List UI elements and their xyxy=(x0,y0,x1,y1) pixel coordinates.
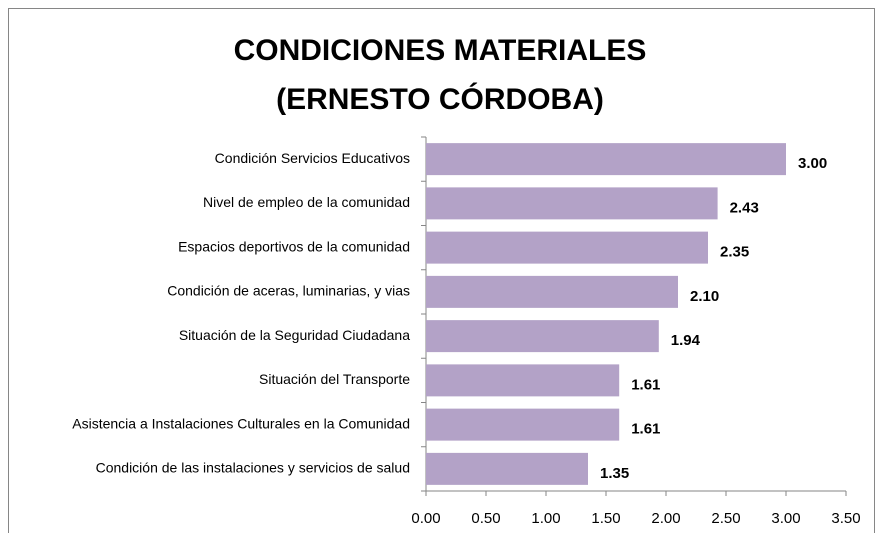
bar xyxy=(426,320,659,353)
bar xyxy=(426,187,718,220)
value-label: 1.61 xyxy=(631,376,660,393)
value-label: 3.00 xyxy=(798,155,827,172)
x-tick-label: 3.50 xyxy=(831,510,860,527)
x-tick-label: 2.00 xyxy=(651,510,680,527)
y-tick-label: Nivel de empleo de la comunidad xyxy=(203,194,410,210)
bar xyxy=(426,231,708,264)
x-tick-label: 1.50 xyxy=(591,510,620,527)
bar xyxy=(426,364,620,397)
y-tick-label: Situación de la Seguridad Ciudadana xyxy=(179,327,410,343)
x-tick-label: 0.00 xyxy=(411,510,440,527)
x-tick-label: 3.00 xyxy=(771,510,800,527)
value-label: 2.35 xyxy=(720,244,749,261)
x-tick-label: 1.00 xyxy=(531,510,560,527)
bar xyxy=(426,408,620,441)
value-label: 2.10 xyxy=(690,288,719,305)
value-label: 2.43 xyxy=(730,199,759,216)
y-tick-label: Espacios deportivos de la comunidad xyxy=(178,238,410,254)
x-tick-label: 2.50 xyxy=(711,510,740,527)
bar xyxy=(426,275,678,308)
y-tick-label: Condición de las instalaciones y servici… xyxy=(96,460,410,476)
y-tick-label: Condición Servicios Educativos xyxy=(215,150,410,166)
chart-title: CONDICIONES MATERIALES xyxy=(234,34,647,67)
value-label: 1.35 xyxy=(600,465,629,482)
y-tick-label: Condición de aceras, luminarias, y vias xyxy=(167,283,410,299)
y-tick-label: Asistencia a Instalaciones Culturales en… xyxy=(72,415,410,431)
y-tick-label: Situación del Transporte xyxy=(259,371,410,387)
bar xyxy=(426,143,786,176)
bar xyxy=(426,452,588,485)
value-label: 1.94 xyxy=(671,332,701,349)
x-tick-label: 0.50 xyxy=(471,510,500,527)
chart-border xyxy=(8,8,875,533)
chart-title: (ERNESTO CÓRDOBA) xyxy=(276,82,604,116)
value-label: 1.61 xyxy=(631,421,660,438)
